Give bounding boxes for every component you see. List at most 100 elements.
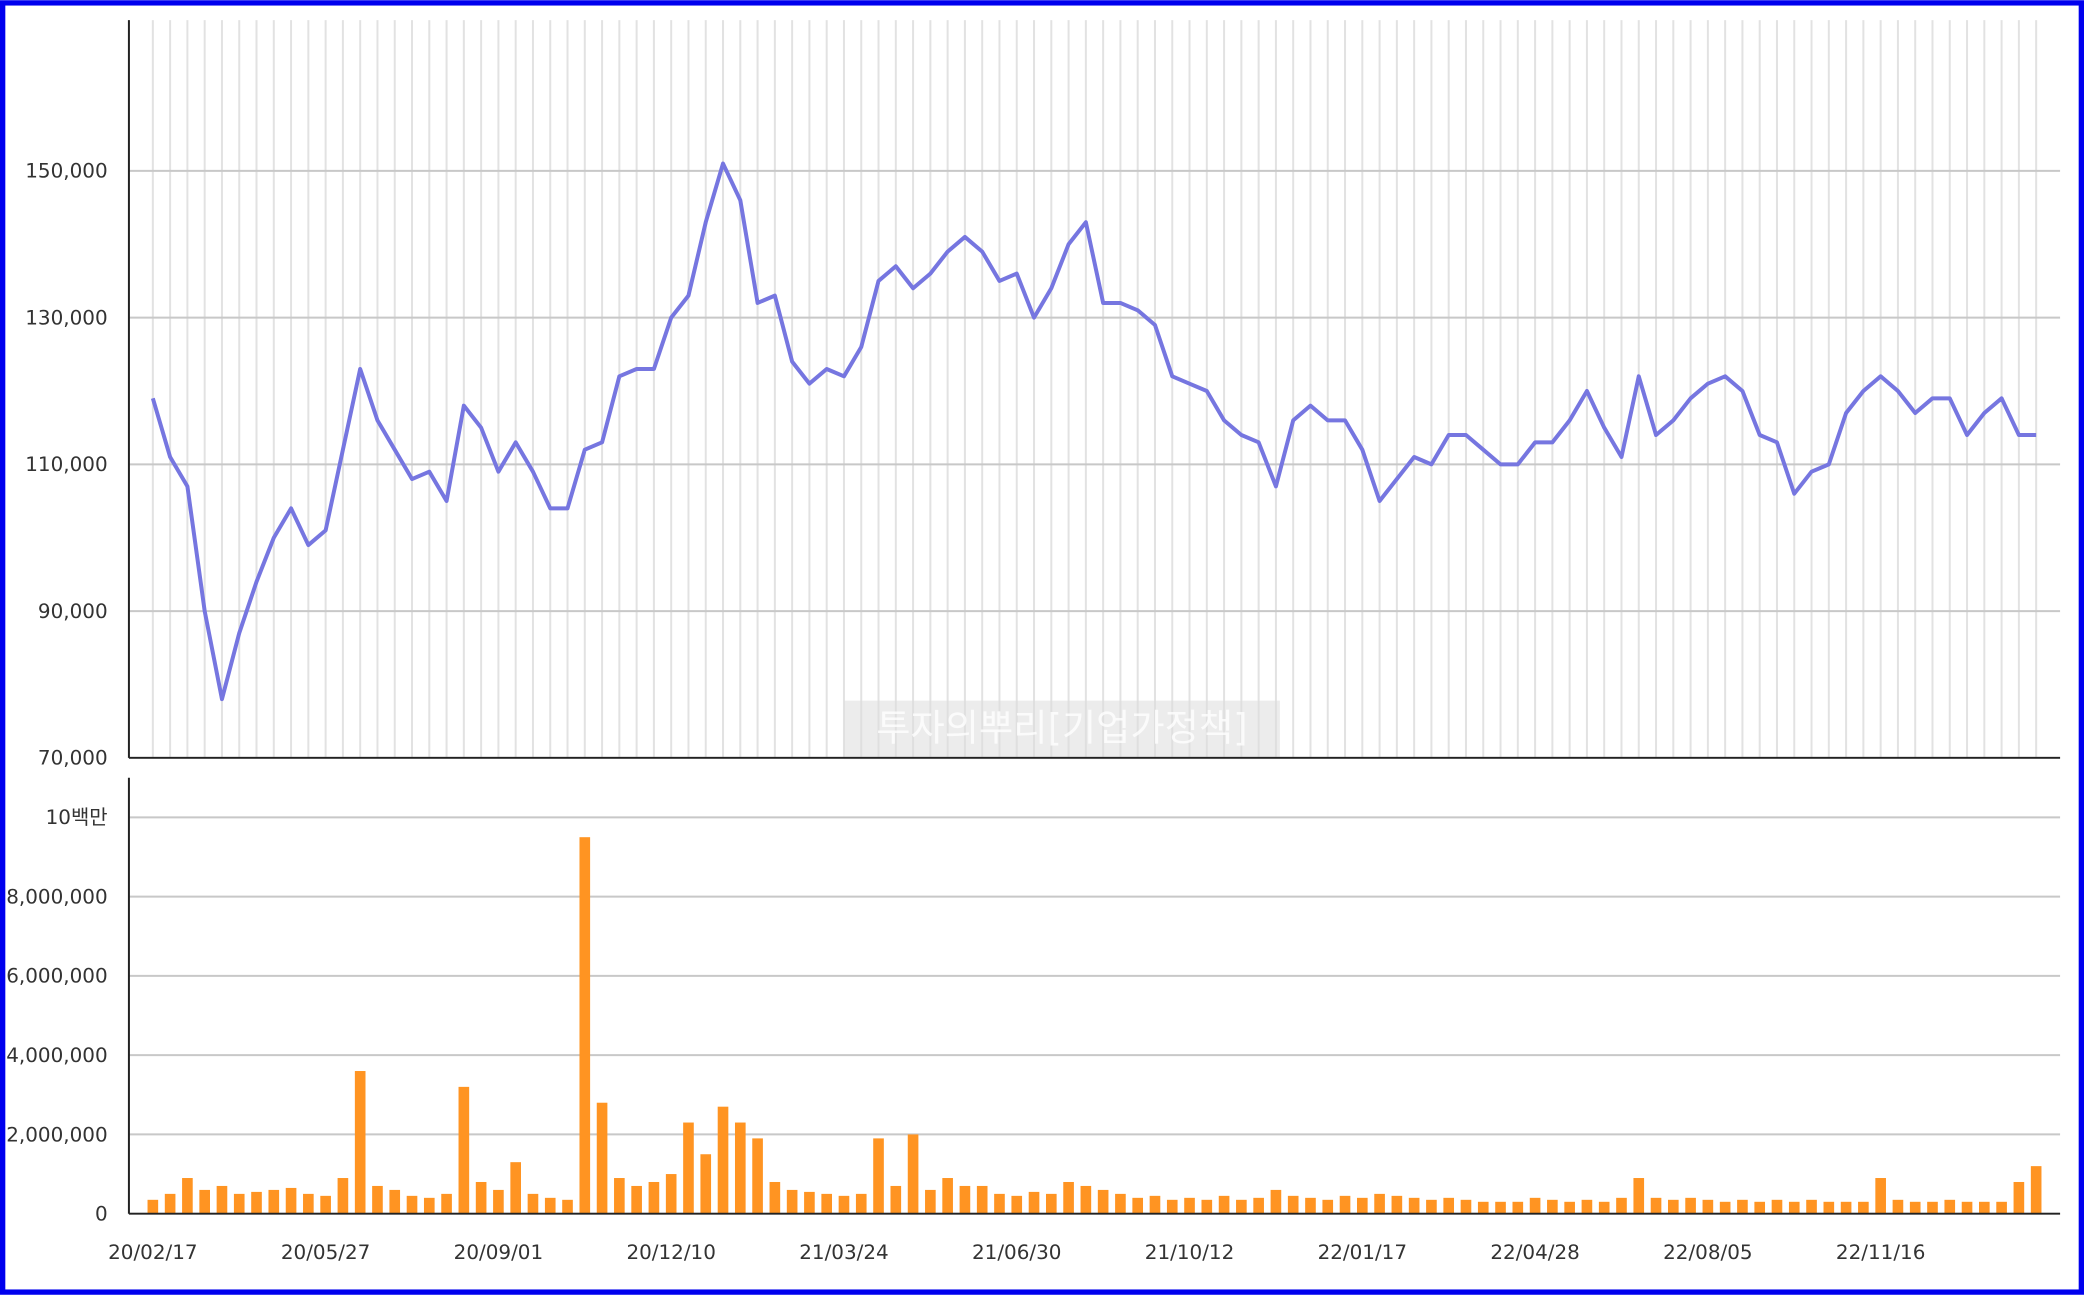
volume-bar <box>423 1197 435 1214</box>
volume-bar <box>354 1071 366 1214</box>
volume-bar <box>1149 1195 1161 1214</box>
y-tick-label: 70,000 <box>38 747 108 770</box>
volume-bar <box>631 1185 642 1214</box>
watermark-box <box>843 700 1280 760</box>
volume-bar <box>1512 1201 1524 1214</box>
volume-bar <box>873 1138 884 1214</box>
volume-bar <box>1771 1199 1783 1214</box>
volume-bar <box>544 1197 556 1214</box>
volume-bar <box>1547 1199 1558 1214</box>
volume-bar <box>752 1138 763 1214</box>
volume-bar <box>510 1162 521 1214</box>
price-line <box>150 161 2037 702</box>
volume-bar <box>337 1178 349 1214</box>
volume-bar <box>596 1102 608 1214</box>
y-tick-label: 6,000,000 <box>6 965 107 988</box>
volume-bar <box>1184 1197 1195 1214</box>
volume-bar <box>1063 1181 1074 1214</box>
volume-bar <box>1028 1191 1040 1214</box>
volume-bar <box>1616 1197 1627 1214</box>
y-tick-label: 4,000,000 <box>6 1044 107 1067</box>
volume-bar <box>1236 1199 1247 1214</box>
volume-bar <box>1097 1189 1109 1214</box>
volume-bar <box>821 1193 833 1214</box>
y-tick-label: 150,000 <box>25 160 107 183</box>
volume-bar <box>1667 1199 1679 1214</box>
x-tick-label: 22/11/16 <box>1836 1241 1925 1264</box>
volume-bar <box>1737 1199 1748 1214</box>
volume-bar <box>683 1122 694 1214</box>
y-tick-label: 110,000 <box>25 453 107 476</box>
volume-bar <box>164 1193 176 1214</box>
volume-bar <box>1477 1201 1489 1214</box>
x-tick-label: 22/01/17 <box>1318 1241 1407 1264</box>
volume-bar <box>1996 1201 2007 1214</box>
volume-bar <box>1875 1178 1886 1214</box>
volume-bar <box>769 1181 781 1214</box>
volume-bar <box>182 1178 193 1214</box>
volume-bar <box>199 1189 210 1214</box>
volume-bar <box>1944 1199 1956 1214</box>
volume-bar <box>1218 1195 1230 1214</box>
volume-bar <box>1927 1201 1938 1214</box>
volume-bar <box>838 1195 850 1214</box>
x-tick-label: 21/06/30 <box>972 1241 1061 1264</box>
volume-bar <box>562 1199 573 1214</box>
volume-bar <box>1132 1197 1144 1214</box>
volume-bar <box>700 1154 712 1214</box>
volume-bar <box>372 1185 383 1214</box>
y-tick-label: 10백만 <box>46 806 108 829</box>
volume-bar <box>1305 1197 1316 1214</box>
volume-bar <box>268 1189 280 1214</box>
volume-bar <box>907 1134 919 1214</box>
x-tick-label: 22/08/05 <box>1663 1241 1752 1264</box>
x-tick-label: 20/12/10 <box>626 1241 715 1264</box>
volume-bar <box>441 1193 452 1214</box>
volume-bar <box>1426 1199 1437 1214</box>
volume-bar <box>1374 1193 1385 1214</box>
volume-bar <box>1495 1201 1506 1214</box>
volume-bar <box>1702 1199 1714 1214</box>
volume-bar <box>717 1106 729 1214</box>
volume-bar <box>1633 1178 1645 1214</box>
volume-bar <box>1806 1199 1817 1214</box>
volume-bar <box>1356 1197 1368 1214</box>
volume-bar <box>1253 1197 1264 1214</box>
x-tick-label: 21/10/12 <box>1145 1241 1234 1264</box>
watermark: 투자의뿌리[기업가정책] <box>876 705 1247 749</box>
volume-bar <box>389 1189 401 1214</box>
volume-bar <box>959 1185 971 1214</box>
volume-bar <box>1080 1185 1092 1214</box>
volume-bar <box>1339 1195 1351 1214</box>
y-tick-label: 2,000,000 <box>6 1123 107 1146</box>
volume-bar <box>527 1193 539 1214</box>
volume-bar <box>233 1193 245 1214</box>
volume-bar <box>976 1185 988 1214</box>
volume-bar <box>1408 1197 1420 1214</box>
x-tick-label: 20/05/27 <box>281 1241 370 1264</box>
volume-bar <box>1391 1195 1403 1214</box>
volume-bar <box>1892 1199 1904 1214</box>
volume-bar <box>2030 1166 2042 1214</box>
volume-bar <box>1909 1201 1921 1214</box>
marks <box>147 161 2042 1214</box>
volume-bar <box>1322 1199 1334 1214</box>
volume-bar <box>1529 1197 1541 1214</box>
volume-bar <box>890 1185 902 1214</box>
x-tick-label: 22/04/28 <box>1490 1241 1579 1264</box>
volume-bar <box>1564 1201 1575 1214</box>
volume-bar <box>1685 1197 1696 1214</box>
volume-bar <box>1858 1201 1869 1214</box>
volume-bar <box>1201 1199 1213 1214</box>
volume-bar <box>216 1185 228 1214</box>
volume-bar <box>1598 1201 1610 1214</box>
volume-bar <box>1754 1201 1766 1214</box>
volume-bar <box>1719 1201 1731 1214</box>
volume-bar <box>1011 1195 1023 1214</box>
volume-bar <box>1581 1199 1593 1214</box>
volume-bar <box>147 1199 159 1214</box>
volume-bar <box>994 1193 1005 1214</box>
y-tick-label: 0 <box>95 1203 108 1226</box>
volume-bar <box>855 1193 867 1214</box>
